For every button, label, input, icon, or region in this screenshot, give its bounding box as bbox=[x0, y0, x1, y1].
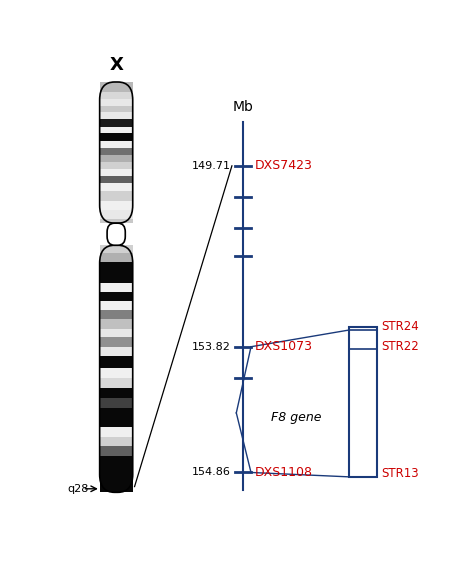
Bar bbox=[100, 133, 133, 141]
Text: q28: q28 bbox=[67, 484, 89, 494]
Bar bbox=[100, 176, 133, 183]
FancyBboxPatch shape bbox=[100, 245, 133, 492]
Bar bbox=[100, 347, 133, 356]
Text: STR24: STR24 bbox=[382, 320, 419, 333]
FancyBboxPatch shape bbox=[107, 223, 125, 245]
Bar bbox=[100, 112, 133, 119]
Bar bbox=[100, 92, 133, 99]
Bar bbox=[100, 253, 133, 262]
Bar bbox=[100, 319, 133, 329]
Bar bbox=[100, 127, 133, 133]
Bar bbox=[100, 437, 133, 446]
Bar bbox=[100, 466, 133, 492]
Bar bbox=[100, 456, 133, 466]
Bar bbox=[100, 82, 133, 92]
Bar bbox=[100, 407, 133, 417]
Bar bbox=[100, 162, 133, 170]
Bar bbox=[100, 379, 133, 388]
Text: STR13: STR13 bbox=[382, 468, 419, 480]
Bar bbox=[100, 191, 133, 201]
Bar bbox=[100, 398, 133, 407]
Bar bbox=[100, 283, 133, 292]
Text: DXS7423: DXS7423 bbox=[255, 159, 312, 172]
Bar bbox=[100, 309, 133, 319]
Text: STR22: STR22 bbox=[382, 340, 419, 353]
Bar bbox=[100, 210, 133, 219]
Bar bbox=[100, 245, 133, 253]
Text: 154.86: 154.86 bbox=[192, 468, 231, 477]
Bar bbox=[100, 292, 133, 301]
Bar bbox=[100, 170, 133, 176]
Bar bbox=[100, 427, 133, 437]
Bar bbox=[100, 388, 133, 398]
Bar bbox=[100, 337, 133, 347]
Bar bbox=[100, 201, 133, 210]
Bar bbox=[100, 417, 133, 427]
Bar bbox=[100, 183, 133, 191]
Text: DXS1073: DXS1073 bbox=[255, 340, 313, 353]
Bar bbox=[100, 106, 133, 112]
FancyBboxPatch shape bbox=[100, 82, 133, 223]
Bar bbox=[100, 329, 133, 337]
Text: X: X bbox=[109, 56, 123, 74]
Bar bbox=[100, 119, 133, 127]
Bar bbox=[100, 262, 133, 273]
Text: 149.71: 149.71 bbox=[192, 161, 231, 171]
Text: 153.82: 153.82 bbox=[192, 342, 231, 352]
Bar bbox=[100, 155, 133, 162]
Bar bbox=[100, 148, 133, 155]
Bar bbox=[100, 219, 133, 223]
Bar bbox=[100, 446, 133, 456]
Bar bbox=[100, 301, 133, 309]
Bar bbox=[349, 327, 377, 477]
Bar bbox=[100, 368, 133, 379]
Bar bbox=[100, 99, 133, 106]
Text: F8 gene: F8 gene bbox=[271, 411, 321, 424]
Bar bbox=[100, 273, 133, 283]
Text: Mb: Mb bbox=[232, 100, 254, 114]
Bar bbox=[100, 141, 133, 148]
Bar bbox=[100, 356, 133, 368]
Text: DXS1108: DXS1108 bbox=[255, 466, 313, 479]
